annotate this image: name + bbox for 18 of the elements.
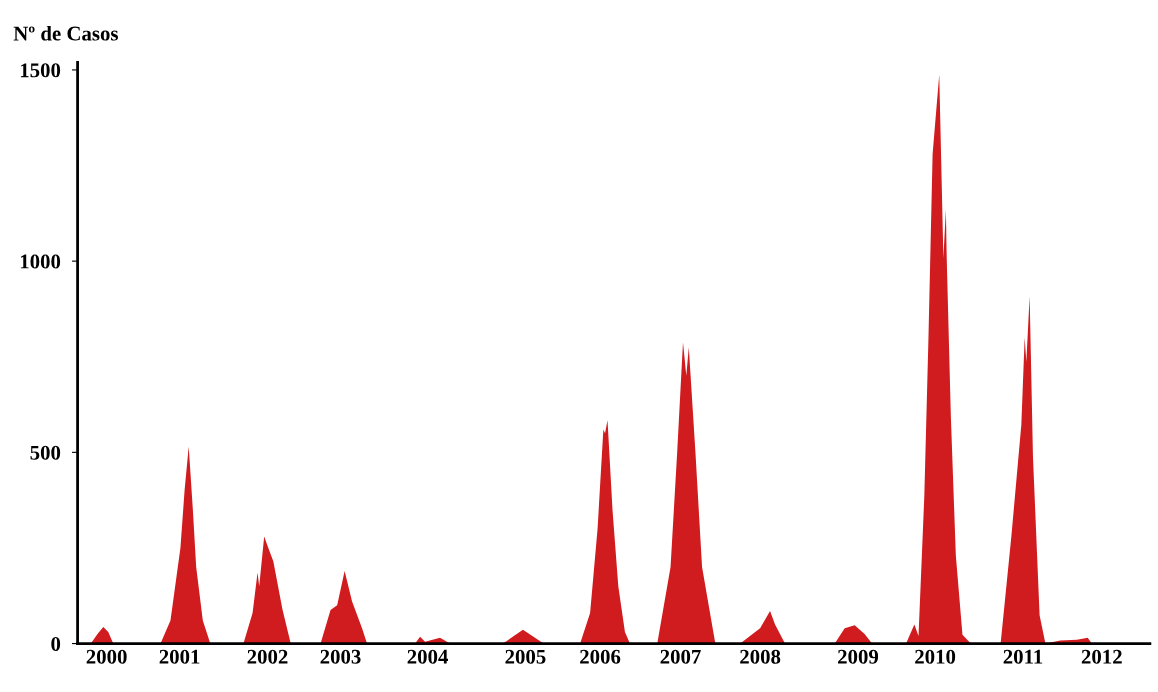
x-tick-label: 2011 <box>1003 649 1043 664</box>
x-tick-label: 2012 <box>1081 649 1122 664</box>
y-tick-label: 500 <box>30 445 61 460</box>
x-tick-label: 2003 <box>320 649 361 664</box>
x-tick-label: 2006 <box>580 649 621 664</box>
x-tick-label: 2000 <box>86 649 127 664</box>
y-tick-label: 1500 <box>20 63 61 78</box>
y-tick-label: 1000 <box>20 254 61 269</box>
x-tick-label: 2007 <box>660 649 701 664</box>
x-tick-label: 2001 <box>159 649 200 664</box>
x-tick-label: 2005 <box>505 649 546 664</box>
x-tick-label: 2002 <box>247 649 288 664</box>
x-tick-label: 2009 <box>838 649 879 664</box>
y-tick-label: 0 <box>51 636 61 651</box>
x-tick-label: 2004 <box>407 649 448 664</box>
x-tick-label: 2008 <box>740 649 781 664</box>
y-axis-title: Nº de Casos <box>13 25 118 41</box>
x-tick-label: 2010 <box>915 649 956 664</box>
